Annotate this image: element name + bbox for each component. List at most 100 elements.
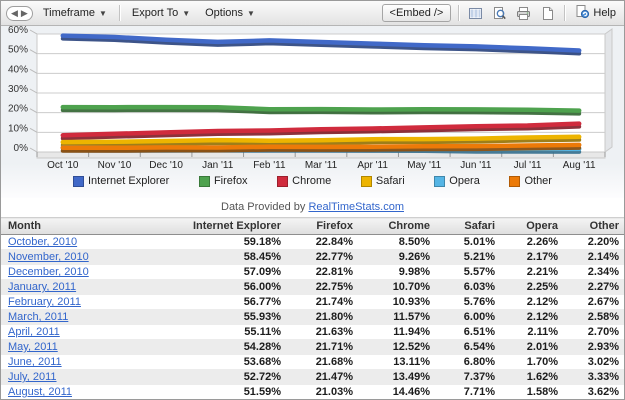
legend-swatch-safari — [360, 175, 372, 187]
market-share-chart: 0% 10% 20% 30% 40% 50% 60% Oct '10 Nov '10 Dec '1… — [8, 26, 613, 171]
print-icon[interactable] — [514, 4, 533, 22]
toolbar-divider — [118, 5, 120, 21]
month-link[interactable]: May, 2011 — [8, 341, 58, 353]
value-cell: 11.57% — [360, 309, 437, 325]
value-cell: 58.45% — [179, 249, 288, 265]
value-cell: 3.33% — [565, 369, 624, 385]
x-axis-tick-label: Apr '11 — [357, 160, 388, 171]
table-row: July, 2011 52.72% 21.47% 13.49% 7.37% 1.62% 3.… — [1, 369, 624, 385]
back-arrow-icon[interactable]: ◀ — [11, 7, 18, 18]
value-cell: 2.20% — [565, 234, 624, 250]
month-link[interactable]: April, 2011 — [8, 326, 60, 338]
x-axis-tick-label: Nov '10 — [98, 160, 132, 171]
legend-item-firefox[interactable]: Firefox — [198, 175, 248, 187]
toolbar-divider — [564, 5, 566, 21]
month-cell: March, 2011 — [1, 309, 179, 325]
legend-item-internet-explorer[interactable]: Internet Explorer — [73, 175, 169, 187]
legend-item-chrome[interactable]: Chrome — [277, 175, 331, 187]
month-cell: July, 2011 — [1, 369, 179, 385]
value-cell: 8.50% — [360, 234, 437, 250]
series-line-other — [60, 142, 582, 151]
value-cell: 57.09% — [179, 264, 288, 280]
value-cell: 2.67% — [565, 294, 624, 310]
value-cell: 53.68% — [179, 354, 288, 370]
column-header-opera: Opera — [502, 217, 565, 235]
month-link[interactable]: February, 2011 — [8, 296, 81, 308]
value-cell: 3.62% — [565, 384, 624, 399]
table-row: December, 2010 57.09% 22.81% 9.98% 5.57% 2.21… — [1, 264, 624, 280]
value-cell: 13.49% — [360, 369, 437, 385]
chevron-down-icon: ▼ — [99, 8, 107, 18]
x-axis-tick-label: Jul '11 — [514, 160, 542, 171]
provider-link[interactable]: RealTimeStats.com — [308, 201, 404, 213]
value-cell: 14.46% — [360, 384, 437, 399]
month-link[interactable]: December, 2010 — [8, 266, 89, 278]
value-cell: 2.25% — [502, 279, 565, 295]
value-cell: 2.21% — [502, 264, 565, 280]
value-cell: 2.58% — [565, 309, 624, 325]
month-link[interactable]: October, 2010 — [8, 236, 78, 248]
month-link[interactable]: August, 2011 — [8, 386, 73, 398]
timeframe-menu-label: Timeframe — [42, 7, 95, 19]
value-cell: 1.70% — [502, 354, 565, 370]
column-header-month: Month — [1, 217, 179, 235]
help-button[interactable]: Help — [572, 2, 619, 24]
value-cell: 1.58% — [502, 384, 565, 399]
forward-arrow-icon[interactable]: ▶ — [20, 7, 28, 18]
value-cell: 52.72% — [179, 369, 288, 385]
data-provider-line: Data Provided by RealTimeStats.com — [1, 198, 624, 217]
legend-item-opera[interactable]: Opera — [434, 175, 480, 187]
value-cell: 2.12% — [502, 309, 565, 325]
series-line-chrome — [60, 121, 582, 138]
print-preview-icon[interactable] — [490, 4, 509, 22]
legend-item-other[interactable]: Other — [509, 175, 552, 187]
chevron-down-icon: ▼ — [247, 8, 255, 18]
timeframe-menu[interactable]: Timeframe ▼ — [38, 4, 112, 22]
month-link[interactable]: July, 2011 — [8, 371, 57, 383]
value-cell: 21.63% — [288, 324, 360, 340]
value-cell: 5.57% — [437, 264, 502, 280]
month-link[interactable]: January, 2011 — [8, 281, 77, 293]
value-cell: 10.70% — [360, 279, 437, 295]
month-cell: June, 2011 — [1, 354, 179, 370]
month-link[interactable]: June, 2011 — [8, 356, 62, 368]
table-row: April, 2011 55.11% 21.63% 11.94% 6.51% 2.11% 2… — [1, 324, 624, 340]
x-axis-tick-label: Oct '10 — [47, 160, 79, 171]
month-cell: April, 2011 — [1, 324, 179, 340]
value-cell: 7.37% — [437, 369, 502, 385]
table-row: August, 2011 51.59% 21.03% 14.46% 7.71% 1.58%… — [1, 384, 624, 399]
table-row: November, 2010 58.45% 22.77% 9.26% 5.21% 2.17… — [1, 249, 624, 265]
x-axis-tick-label: Feb '11 — [253, 160, 286, 171]
columns-icon[interactable] — [466, 4, 485, 22]
options-menu[interactable]: Options ▼ — [200, 4, 260, 22]
value-cell: 7.71% — [437, 384, 502, 399]
legend-item-safari[interactable]: Safari — [360, 175, 405, 187]
month-link[interactable]: November, 2010 — [8, 251, 89, 263]
table-row: October, 2010 59.18% 22.84% 8.50% 5.01% 2.26%… — [1, 234, 624, 250]
month-cell: February, 2011 — [1, 294, 179, 310]
value-cell: 13.11% — [360, 354, 437, 370]
legend-label: Firefox — [213, 175, 248, 187]
value-cell: 6.80% — [437, 354, 502, 370]
value-cell: 22.77% — [288, 249, 360, 265]
value-cell: 59.18% — [179, 234, 288, 250]
value-cell: 56.77% — [179, 294, 288, 310]
embed-button[interactable]: <Embed /> — [381, 4, 452, 22]
value-cell: 9.26% — [360, 249, 437, 265]
month-link[interactable]: March, 2011 — [8, 311, 69, 323]
value-cell: 54.28% — [179, 339, 288, 355]
value-cell: 10.93% — [360, 294, 437, 310]
value-cell: 2.34% — [565, 264, 624, 280]
column-header-internet-explorer: Internet Explorer — [179, 217, 288, 235]
value-cell: 21.80% — [288, 309, 360, 325]
export-to-menu[interactable]: Export To ▼ — [127, 4, 195, 22]
series-line-firefox — [60, 104, 582, 113]
series-line-safari — [60, 134, 582, 145]
value-cell: 2.11% — [502, 324, 565, 340]
toolbar: ◀ ▶ Timeframe ▼ Export To ▼ Options ▼ <E… — [1, 1, 624, 26]
value-cell: 5.01% — [437, 234, 502, 250]
legend-swatch-other — [509, 175, 521, 187]
document-icon[interactable] — [538, 4, 557, 22]
series-line-internet-explorer — [60, 33, 582, 53]
